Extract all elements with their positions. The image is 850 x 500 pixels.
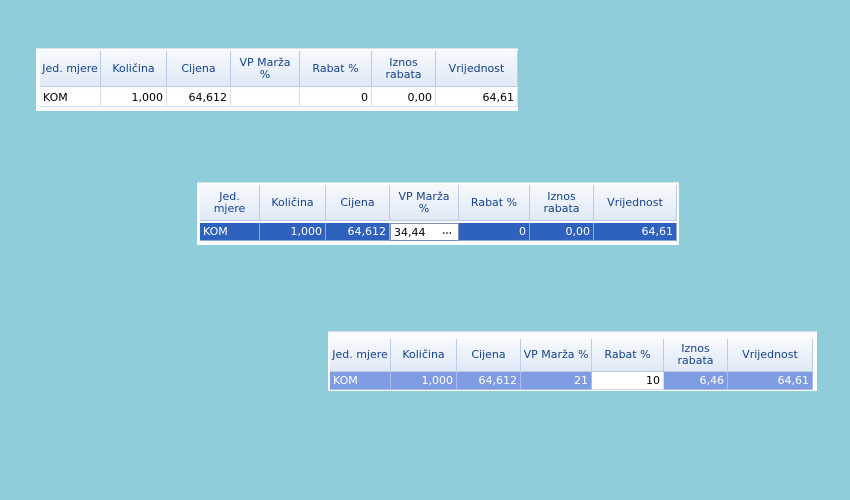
column-header[interactable]: Iznos rabata	[372, 51, 436, 87]
column-header[interactable]: Cijena	[167, 51, 231, 87]
cell-text: 0	[519, 225, 526, 238]
data-grid: Jed. mjere KOM Količina 1,000 Cijena 64,612 VP…	[36, 48, 518, 111]
cell-text: KOM	[203, 225, 228, 238]
column-header[interactable]: Vrijednost	[436, 51, 518, 87]
cell-text: KOM	[333, 374, 358, 387]
column-header[interactable]: Cijena	[457, 339, 521, 372]
ellipsis-button[interactable]	[442, 232, 452, 234]
cell-text: 1,000	[131, 91, 164, 104]
column-header[interactable]: Jed. mjere	[40, 51, 101, 87]
cell-text: 64,61	[641, 225, 674, 238]
cell-text: 34,44	[394, 226, 426, 239]
column-header[interactable]: Rabat %	[459, 185, 530, 221]
column-header[interactable]: VP Marža %	[521, 339, 592, 372]
grid-cell[interactable]: 1,000	[391, 372, 457, 390]
grid-cell[interactable]: 0	[459, 223, 530, 241]
grid-cell[interactable]: 21	[521, 372, 592, 390]
cell-text: 0,00	[565, 225, 591, 238]
column-header[interactable]: Jed. mjere	[330, 339, 391, 372]
cell-text: 64,61	[482, 91, 515, 104]
cell-text: 64,612	[188, 91, 228, 104]
grid-cell[interactable]: 64,612	[457, 372, 521, 390]
grid-cell[interactable]: 0,00	[372, 89, 436, 107]
grid-cell[interactable]: 64,61	[594, 223, 677, 241]
grid-cell[interactable]: KOM	[330, 372, 391, 390]
cell-text: 21	[574, 374, 588, 387]
cell-text: 64,61	[777, 374, 810, 387]
cell-text: 10	[646, 374, 660, 387]
cell-text: 1,000	[290, 225, 323, 238]
grid-cell[interactable]: 0	[300, 89, 372, 107]
column-header[interactable]: VP Marža %	[231, 51, 300, 87]
grid-cell[interactable]: 34,44	[390, 223, 459, 241]
grid-cell[interactable]: KOM	[40, 89, 101, 107]
grid-cell[interactable]: 1,000	[260, 223, 326, 241]
data-grid: Jed. mjere KOM Količina 1,000 Cijena 64,612 VP…	[328, 331, 817, 391]
cell-text: 6,46	[699, 374, 725, 387]
grid-cell[interactable]: 10	[592, 372, 664, 390]
grid-cell[interactable]: 1,000	[101, 89, 167, 107]
grid-cell[interactable]: 64,612	[326, 223, 390, 241]
cell-text: 64,612	[478, 374, 518, 387]
data-grid: Jed. mjere KOM Količina 1,000 Cijena 64,612 VP…	[197, 182, 679, 245]
column-header[interactable]: Rabat %	[300, 51, 372, 87]
column-header[interactable]: Količina	[260, 185, 326, 221]
grid-cell[interactable]: 64,612	[167, 89, 231, 107]
grid-cell[interactable]: 64,61	[728, 372, 813, 390]
column-header[interactable]: Količina	[101, 51, 167, 87]
column-header[interactable]: Iznos rabata	[664, 339, 728, 372]
grid-cell[interactable]: 6,46	[664, 372, 728, 390]
column-header[interactable]: Rabat %	[592, 339, 664, 372]
cell-text: KOM	[43, 91, 68, 104]
grid-cell[interactable]	[231, 89, 300, 107]
cell-text: 1,000	[421, 374, 454, 387]
cell-text: 0,00	[407, 91, 433, 104]
column-header[interactable]: Količina	[391, 339, 457, 372]
cell-text: 0	[361, 91, 368, 104]
column-header[interactable]: Cijena	[326, 185, 390, 221]
grid-cell[interactable]: 64,61	[436, 89, 518, 107]
cell-text: 64,612	[347, 225, 387, 238]
column-header[interactable]: Vrijednost	[594, 185, 677, 221]
grid-cell[interactable]: KOM	[200, 223, 260, 241]
column-header[interactable]: Iznos rabata	[530, 185, 594, 221]
column-header[interactable]: Jed. mjere	[200, 185, 260, 221]
grid-cell[interactable]: 0,00	[530, 223, 594, 241]
column-header[interactable]: Vrijednost	[728, 339, 813, 372]
column-header[interactable]: VP Marža %	[390, 185, 459, 221]
